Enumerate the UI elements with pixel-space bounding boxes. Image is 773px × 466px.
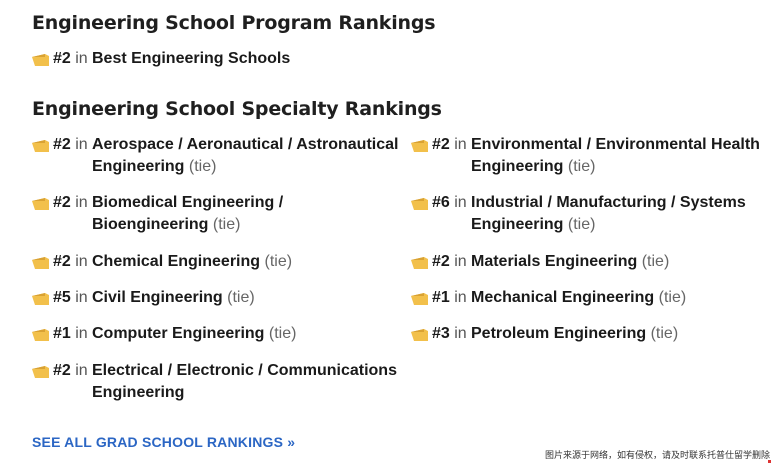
ranking-item-mechanical[interactable]: #1 in Mechanical Engineering (tie) — [411, 287, 761, 309]
ribbon-icon — [32, 293, 49, 305]
rank-number: #2 in — [53, 362, 88, 379]
tie-label: (tie) — [264, 253, 293, 270]
ranking-item-best-engineering[interactable]: #2 in Best Engineering Schools — [32, 48, 392, 70]
rank-number: #6 in — [432, 194, 467, 211]
tie-label: (tie) — [212, 216, 241, 233]
rank-number: #1 in — [53, 325, 88, 342]
ranking-item-industrial[interactable]: #6 in Industrial / Manufacturing / Syste… — [411, 192, 761, 236]
ranking-title[interactable]: Industrial / Manufacturing / Systems Eng… — [471, 194, 746, 233]
tie-label: (tie) — [650, 325, 679, 342]
tie-label: (tie) — [227, 289, 255, 306]
ribbon-icon — [411, 293, 428, 305]
rank-number: #2 in — [432, 136, 467, 153]
ranking-title[interactable]: Materials Engineering (tie) — [471, 253, 670, 270]
rank-number: #5 in — [53, 289, 88, 306]
rank-number: #2 in — [53, 136, 88, 153]
program-rankings-heading: Engineering School Program Rankings — [32, 12, 436, 34]
ranking-item-environmental[interactable]: #2 in Environmental / Environmental Heal… — [411, 134, 761, 178]
specialty-rankings-heading: Engineering School Specialty Rankings — [32, 98, 442, 120]
ribbon-icon — [32, 140, 49, 152]
rank-number: #1 in — [432, 289, 467, 306]
rank-number: #2 in — [53, 253, 88, 270]
ranking-item-biomedical[interactable]: #2 in Biomedical Engineering / Bioengine… — [32, 192, 402, 236]
ranking-title[interactable]: Mechanical Engineering (tie) — [471, 289, 687, 306]
ranking-title[interactable]: Petroleum Engineering (tie) — [471, 325, 679, 342]
see-all-rankings-link[interactable]: SEE ALL GRAD SCHOOL RANKINGS » — [32, 434, 296, 450]
ranking-title[interactable]: Computer Engineering (tie) — [92, 325, 297, 342]
ribbon-icon — [32, 366, 49, 378]
ranking-title[interactable]: Chemical Engineering (tie) — [92, 253, 293, 270]
ranking-title[interactable]: Environmental / Environmental Health Eng… — [471, 136, 760, 175]
ranking-title[interactable]: Biomedical Engineering / Bioengineering … — [92, 194, 284, 233]
rank-number: #2 in — [53, 194, 88, 211]
ribbon-icon — [32, 54, 49, 66]
tie-label: (tie) — [658, 289, 687, 306]
tie-label: (tie) — [567, 216, 596, 233]
rank-number: #3 in — [432, 325, 467, 342]
tie-label: (tie) — [641, 253, 670, 270]
ranking-item-civil[interactable]: #5 in Civil Engineering (tie) — [32, 287, 402, 309]
ribbon-icon — [32, 198, 49, 210]
ranking-item-electrical[interactable]: #2 in Electrical / Electronic / Communic… — [32, 360, 402, 404]
ranking-title[interactable]: Civil Engineering (tie) — [92, 289, 255, 306]
ranking-title[interactable]: Best Engineering Schools — [92, 50, 291, 67]
ribbon-icon — [411, 198, 428, 210]
ranking-title[interactable]: Electrical / Electronic / Communications… — [92, 362, 397, 401]
ranking-title[interactable]: Aerospace / Aeronautical / Astronautical… — [92, 136, 399, 175]
watermark-text: 图片来源于网络，如有侵权，请及时联系托普仕留学删除 — [544, 450, 770, 460]
ranking-item-petroleum[interactable]: #3 in Petroleum Engineering (tie) — [411, 323, 761, 345]
ranking-item-aerospace[interactable]: #2 in Aerospace / Aeronautical / Astrona… — [32, 134, 402, 178]
ribbon-icon — [32, 257, 49, 269]
decorative-dot — [768, 460, 771, 463]
ribbon-icon — [32, 329, 49, 341]
rank-number: #2 in — [53, 50, 88, 67]
rank-number: #2 in — [432, 253, 467, 270]
tie-label: (tie) — [188, 158, 217, 175]
tie-label: (tie) — [567, 158, 596, 175]
ranking-item-materials[interactable]: #2 in Materials Engineering (tie) — [411, 251, 761, 273]
tie-label: (tie) — [268, 325, 297, 342]
ribbon-icon — [411, 140, 428, 152]
ranking-item-chemical[interactable]: #2 in Chemical Engineering (tie) — [32, 251, 402, 273]
ribbon-icon — [411, 257, 428, 269]
ribbon-icon — [411, 329, 428, 341]
ranking-item-computer[interactable]: #1 in Computer Engineering (tie) — [32, 323, 402, 345]
